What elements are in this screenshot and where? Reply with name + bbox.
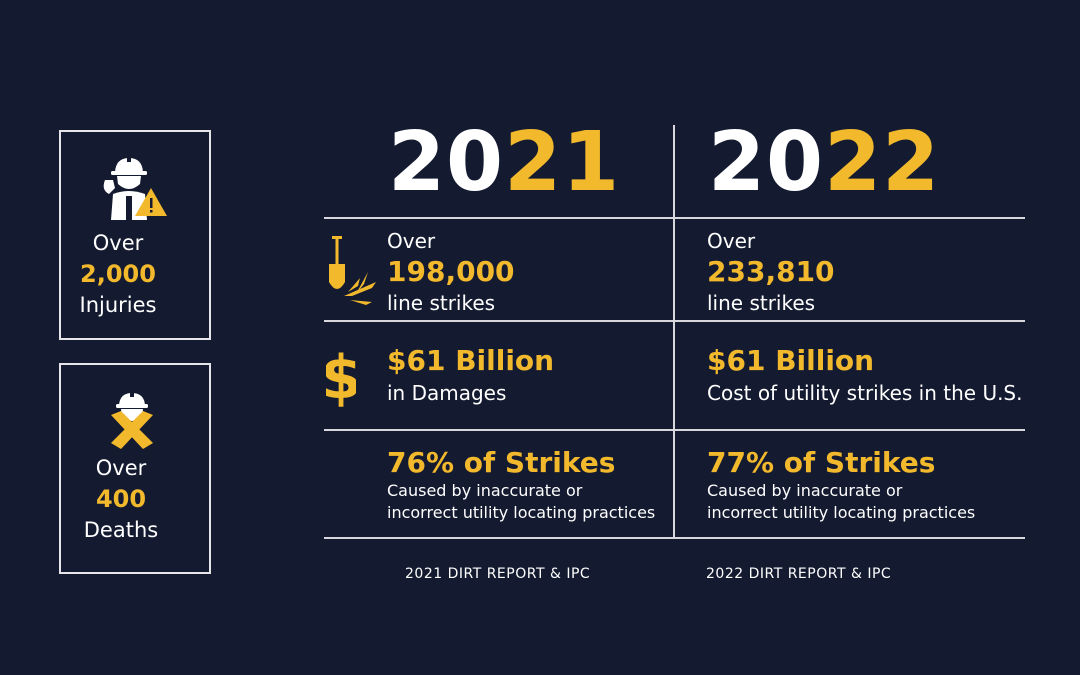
line-strikes-2021-label: line strikes: [387, 291, 496, 315]
strikes-cause-2021-headline: 76% of Strikes: [387, 446, 616, 479]
strikes-cause-2022-headline: 77% of Strikes: [707, 446, 936, 479]
year-2022-white: 20: [708, 115, 825, 210]
worker-salute-icon: [103, 156, 167, 220]
shovel-strike-icon: [329, 236, 376, 305]
strikes-cause-2021: 76% of Strikes Caused by inaccurate or i…: [387, 446, 655, 524]
injuries-prefix: Over: [92, 231, 144, 255]
svg-text:$: $: [326, 343, 356, 412]
line-strikes-2022-prefix: Over: [707, 229, 756, 253]
year-2022-yellow: 22: [824, 115, 941, 210]
damages-2021-headline: $61 Billion: [387, 344, 555, 377]
deaths-box: Over 400 Deaths: [59, 363, 211, 574]
deaths-number: 400: [95, 485, 147, 513]
damages-2022: $61 Billion Cost of utility strikes in t…: [707, 344, 1023, 408]
row-divider: [324, 429, 1025, 431]
row-divider: [324, 320, 1025, 322]
line-strikes-2021-prefix: Over: [387, 229, 436, 253]
deaths-prefix: Over: [95, 456, 147, 480]
year-2021-heading: 2021: [388, 118, 620, 208]
year-2021-yellow: 21: [504, 115, 621, 210]
damages-2022-headline: $61 Billion: [707, 344, 875, 377]
injuries-label: Injuries: [79, 293, 157, 317]
line-strikes-2021-number: 198,000: [387, 255, 515, 288]
strikes-cause-2022: 77% of Strikes Caused by inaccurate or i…: [707, 446, 975, 524]
year-2021-white: 20: [388, 115, 505, 210]
year-2022-heading: 2022: [708, 118, 940, 208]
source-2022: 2022 DIRT REPORT & IPC: [706, 566, 892, 582]
damages-2021-label: in Damages: [387, 381, 507, 405]
column-divider: [673, 125, 675, 538]
dollar-icon: $: [326, 343, 356, 412]
row-divider: [324, 537, 1025, 539]
damages-2022-label: Cost of utility strikes in the U.S.: [707, 381, 1023, 405]
strikes-cause-2022-line2: incorrect utility locating practices: [707, 503, 976, 522]
strikes-cause-2021-line1: Caused by inaccurate or: [387, 481, 583, 500]
crossed-out-worker-icon: [111, 391, 153, 449]
strikes-cause-2022-line1: Caused by inaccurate or: [707, 481, 903, 500]
row-divider: [324, 217, 1025, 219]
source-2021: 2021 DIRT REPORT & IPC: [405, 566, 591, 582]
line-strikes-2022: Over 233,810 line strikes: [707, 226, 835, 318]
strikes-cause-2021-line2: incorrect utility locating practices: [387, 503, 656, 522]
line-strikes-2022-label: line strikes: [707, 291, 816, 315]
deaths-label: Deaths: [83, 518, 159, 542]
line-strikes-2022-number: 233,810: [707, 255, 835, 288]
line-strikes-2021: Over 198,000 line strikes: [387, 226, 515, 318]
deaths-text: Over 400 Deaths: [47, 453, 195, 546]
injuries-box: Over 2,000 Injuries: [59, 130, 211, 340]
injuries-text: Over 2,000 Injuries: [44, 228, 192, 321]
injuries-number: 2,000: [80, 260, 156, 288]
damages-2021: $61 Billion in Damages: [387, 344, 554, 408]
